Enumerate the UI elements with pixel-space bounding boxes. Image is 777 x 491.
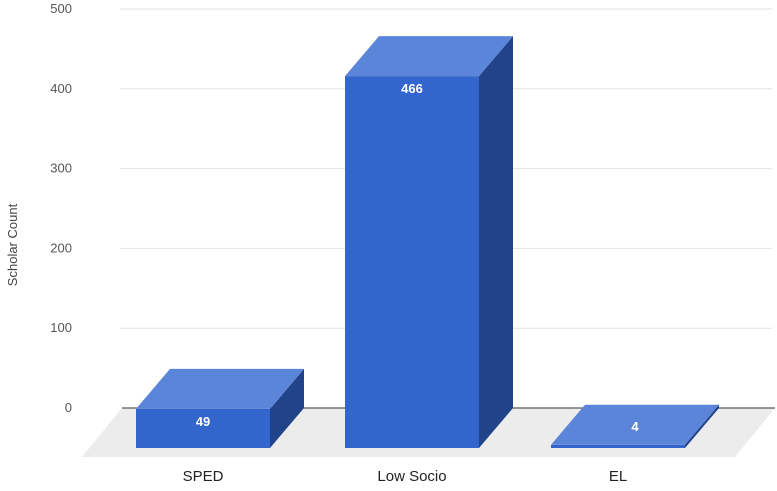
bar-front <box>136 408 270 448</box>
bar: 4 <box>551 404 719 448</box>
data-label: 4 <box>631 419 639 434</box>
bar: 49 <box>136 368 304 448</box>
x-tick-label: EL <box>609 468 627 485</box>
bars: 49 466 4 <box>136 36 719 449</box>
data-label: 49 <box>196 414 210 429</box>
bar-side <box>270 368 304 448</box>
bar-top <box>551 404 719 445</box>
bar: 466 <box>345 36 513 449</box>
y-tick-label: 300 <box>50 161 72 176</box>
bar-front <box>551 444 685 448</box>
bar-top <box>136 368 304 409</box>
y-tick-label: 400 <box>50 81 72 96</box>
x-tick-label: Low Socio <box>377 468 446 485</box>
y-tick-label: 0 <box>65 400 72 415</box>
y-tick-label: 200 <box>50 240 72 255</box>
x-axis-ticks: SPED Low Socio EL <box>183 468 628 485</box>
y-axis-ticks: 0 100 200 300 400 500 <box>50 1 72 415</box>
y-axis-label: Scholar Count <box>5 203 20 286</box>
bar-front <box>345 76 479 448</box>
data-label: 466 <box>401 81 423 96</box>
bar-top <box>345 36 513 77</box>
y-tick-label: 100 <box>50 320 72 335</box>
bar-side <box>479 36 513 449</box>
x-tick-label: SPED <box>183 468 224 485</box>
y-tick-label: 500 <box>50 1 72 16</box>
bar-side <box>685 404 719 448</box>
